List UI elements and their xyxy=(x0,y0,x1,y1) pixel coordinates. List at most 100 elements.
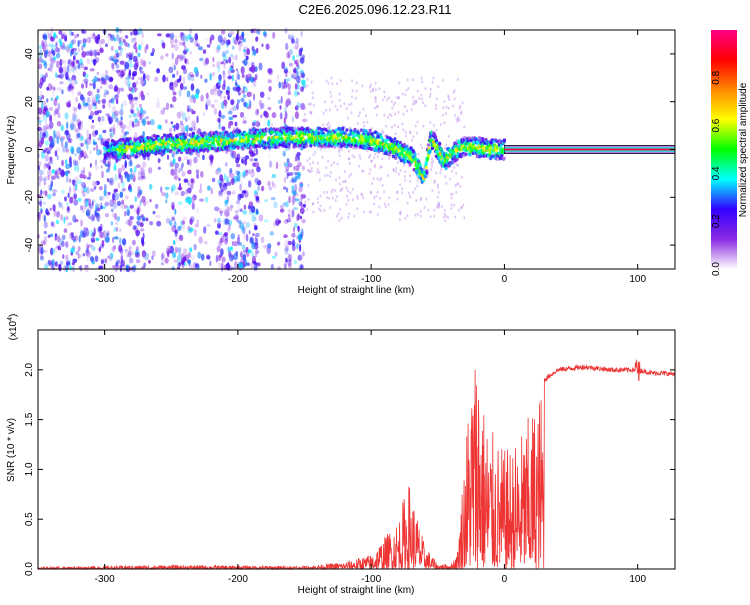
noise-speck xyxy=(79,135,84,142)
noise-speck xyxy=(132,55,138,63)
noise-speck xyxy=(67,192,70,198)
noise-speck xyxy=(285,99,289,108)
noise-speck xyxy=(219,174,223,182)
noise-speck xyxy=(311,161,314,165)
noise-speck xyxy=(94,159,98,167)
noise-speck xyxy=(115,69,120,74)
noise-speck xyxy=(93,59,96,66)
noise-speck xyxy=(356,194,359,198)
noise-speck xyxy=(135,47,138,54)
noise-speck xyxy=(415,199,418,203)
noise-speck xyxy=(398,96,401,100)
ridge-point xyxy=(398,156,402,160)
noise-speck xyxy=(246,80,249,84)
noise-speck xyxy=(311,202,314,206)
noise-speck xyxy=(218,254,223,258)
noise-speck xyxy=(142,118,146,126)
noise-speck xyxy=(68,65,72,74)
noise-speck xyxy=(212,56,215,63)
noise-speck xyxy=(79,58,83,66)
noise-speck xyxy=(85,211,89,216)
noise-speck xyxy=(246,262,250,267)
ridge-point xyxy=(203,147,207,152)
noise-speck xyxy=(169,32,175,40)
noise-speck xyxy=(331,188,334,192)
ridge-point xyxy=(412,167,416,172)
ridge-point xyxy=(231,130,235,134)
noise-speck xyxy=(245,246,248,253)
noise-speck xyxy=(148,61,151,65)
noise-speck xyxy=(239,35,244,41)
noise-speck xyxy=(47,53,52,58)
ridge-point xyxy=(103,146,107,150)
noise-speck xyxy=(338,150,340,153)
ridge-point xyxy=(463,136,467,140)
noise-speck xyxy=(442,78,445,82)
noise-speck xyxy=(140,167,144,172)
noise-speck xyxy=(224,209,228,217)
ridge-point xyxy=(423,174,427,179)
noise-speck xyxy=(102,129,107,134)
noise-speck xyxy=(274,251,278,257)
ridge-point xyxy=(195,142,199,147)
noise-speck xyxy=(125,264,129,272)
noise-speck xyxy=(433,214,436,218)
noise-speck xyxy=(209,37,212,45)
noise-speck xyxy=(324,174,327,178)
noise-speck xyxy=(171,216,175,221)
noise-speck xyxy=(133,96,139,101)
noise-speck xyxy=(328,196,331,200)
ridge-point xyxy=(371,135,375,139)
noise-speck xyxy=(284,111,288,120)
noise-speck xyxy=(287,209,292,213)
noise-speck xyxy=(395,170,398,174)
noise-speck xyxy=(455,117,458,121)
ridge-point xyxy=(282,126,287,130)
noise-speck xyxy=(431,80,434,84)
ridge-point xyxy=(191,131,195,136)
ridge-point xyxy=(161,139,165,143)
noise-speck xyxy=(43,181,47,185)
noise-speck xyxy=(348,149,351,153)
noise-speck xyxy=(77,103,81,110)
noise-speck xyxy=(343,170,346,173)
noise-speck xyxy=(85,51,91,56)
noise-speck xyxy=(218,232,223,236)
noise-speck xyxy=(425,197,428,201)
noise-speck xyxy=(170,103,173,108)
noise-speck xyxy=(119,191,124,198)
noise-speck xyxy=(218,190,223,195)
noise-speck xyxy=(284,78,287,86)
noise-speck xyxy=(345,202,348,206)
noise-speck xyxy=(134,252,140,258)
noise-speck xyxy=(119,60,125,65)
noise-speck xyxy=(39,207,44,212)
noise-speck xyxy=(51,90,56,97)
noise-speck xyxy=(121,199,125,205)
noise-speck xyxy=(60,59,66,64)
noise-speck xyxy=(116,216,121,222)
noise-speck xyxy=(165,77,169,82)
ridge-point xyxy=(139,139,143,144)
noise-speck xyxy=(340,79,342,83)
noise-speck xyxy=(346,194,349,198)
noise-speck xyxy=(43,33,48,41)
noise-speck xyxy=(173,124,176,132)
noise-speck xyxy=(64,112,69,120)
noise-speck xyxy=(186,125,190,130)
noise-speck xyxy=(205,57,209,65)
noise-speck xyxy=(115,64,120,69)
noise-speck xyxy=(137,27,143,35)
noise-speck xyxy=(457,182,460,186)
noise-speck xyxy=(220,114,226,119)
noise-speck xyxy=(136,120,139,128)
noise-speck xyxy=(137,52,141,58)
noise-speck xyxy=(244,158,248,166)
noise-speck xyxy=(234,121,238,127)
noise-speck xyxy=(222,36,227,44)
noise-speck xyxy=(373,156,375,160)
noise-speck xyxy=(126,125,132,131)
noise-speck xyxy=(406,109,409,113)
ridge-point xyxy=(182,132,186,136)
noise-speck xyxy=(183,262,187,266)
